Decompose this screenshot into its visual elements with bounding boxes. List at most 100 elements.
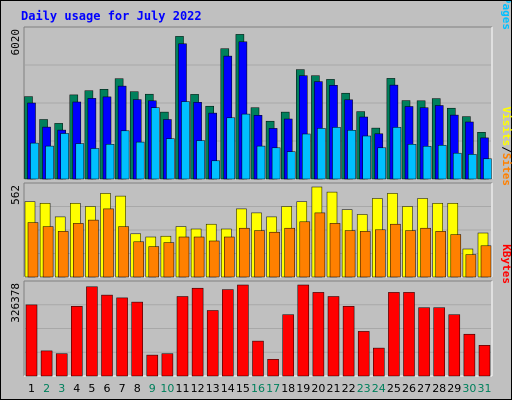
bar-kbytes-day-31 (478, 345, 491, 377)
bar-sites-day-2 (42, 226, 54, 278)
bar-kbytes-day-17 (267, 359, 279, 377)
bar-pages-day-28 (437, 145, 447, 180)
bar-sites-day-28 (435, 231, 446, 278)
x-tick-label-day-11: 11 (176, 382, 190, 395)
bar-sites-day-14 (224, 236, 235, 278)
x-tick-label-day-10: 10 (160, 382, 174, 395)
bar-pages-day-15 (241, 113, 251, 180)
y-max-label-visits-sites: 562 (9, 185, 22, 205)
bar-sites-day-12 (193, 236, 205, 278)
bar-sites-day-19 (299, 221, 311, 278)
bar-pages-day-11 (181, 101, 190, 180)
bar-pages-day-29 (453, 152, 462, 180)
bar-sites-day-24 (375, 229, 386, 278)
x-tick-label-day-26: 26 (402, 382, 416, 395)
x-tick-label-day-1: 1 (28, 382, 35, 395)
x-tick-label-day-30: 30 (462, 382, 476, 395)
x-tick-label-day-29: 29 (447, 382, 461, 395)
bar-kbytes-day-29 (448, 314, 461, 377)
bar-sites-day-4 (73, 223, 84, 278)
bar-pages-day-10 (166, 138, 175, 180)
bar-pages-day-7 (120, 130, 130, 180)
bar-kbytes-day-24 (373, 347, 385, 377)
x-tick-label-day-8: 8 (134, 382, 141, 395)
bar-kbytes-day-10 (161, 353, 174, 377)
bar-sites-day-30 (465, 254, 477, 278)
bar-sites-day-5 (88, 219, 99, 278)
bar-sites-day-21 (329, 223, 341, 278)
bar-sites-day-13 (208, 240, 220, 278)
bar-sites-day-20 (314, 212, 326, 278)
bar-pages-day-12 (196, 140, 205, 180)
bar-kbytes-day-30 (463, 333, 476, 377)
x-tick-label-day-2: 2 (43, 382, 50, 395)
bar-kbytes-day-16 (252, 340, 264, 377)
legend-entry: / (500, 146, 512, 153)
bar-pages-day-6 (105, 144, 115, 180)
bar-pages-day-27 (422, 146, 432, 180)
bar-kbytes-day-22 (342, 306, 355, 377)
bar-kbytes-day-14 (222, 289, 234, 377)
bar-pages-day-18 (286, 151, 296, 180)
bar-pages-day-16 (256, 145, 266, 180)
bar-sites-day-22 (344, 230, 356, 278)
bar-sites-day-27 (420, 227, 431, 278)
x-tick-label-day-19: 19 (296, 382, 310, 395)
bar-kbytes-day-1 (25, 304, 38, 377)
legend-hits-files-pages: Hits/Files/Pages (500, 1, 512, 30)
bar-pages-day-25 (392, 127, 402, 180)
x-tick-label-day-28: 28 (432, 382, 446, 395)
bar-sites-day-3 (57, 231, 69, 278)
x-tick-label-day-17: 17 (266, 382, 280, 395)
bar-sites-day-15 (239, 227, 250, 278)
bar-pages-day-26 (407, 144, 417, 180)
bar-sites-day-10 (163, 242, 175, 278)
plot-panels: 6020Hits/Files/Pages562Visits/Sites32637… (9, 1, 512, 395)
y-max-label-hits-files-pages: 6020 (9, 29, 22, 56)
legend-entry: Visits (500, 107, 512, 147)
bar-sites-day-9 (148, 246, 160, 278)
bar-sites-day-6 (103, 208, 114, 278)
bar-kbytes-day-5 (86, 286, 98, 377)
bar-kbytes-day-11 (176, 296, 189, 377)
bar-pages-day-17 (271, 147, 281, 180)
bar-pages-day-5 (90, 148, 100, 180)
bar-kbytes-day-4 (71, 306, 83, 377)
x-tick-label-day-13: 13 (206, 382, 220, 395)
bar-kbytes-day-6 (101, 294, 113, 377)
x-tick-label-day-25: 25 (387, 382, 401, 395)
bar-pages-day-24 (377, 147, 387, 180)
x-tick-label-day-4: 4 (73, 382, 80, 395)
bar-sites-day-1 (27, 222, 39, 278)
x-tick-label-day-31: 31 (478, 382, 492, 395)
legend-kbytes: KBytes (500, 244, 512, 284)
bar-pages-day-4 (75, 143, 85, 180)
bar-pages-day-20 (317, 128, 326, 180)
bar-kbytes-day-7 (116, 297, 128, 377)
bar-kbytes-day-20 (312, 292, 325, 377)
legend-entry: KBytes (500, 244, 512, 284)
bar-kbytes-day-9 (146, 354, 159, 377)
chart-title: Daily usage for July 2022 (21, 9, 202, 23)
bar-pages-day-1 (30, 142, 39, 180)
bar-kbytes-day-27 (418, 307, 430, 377)
bar-pages-day-31 (483, 158, 492, 180)
x-tick-label-day-5: 5 (88, 382, 95, 395)
bar-sites-day-8 (133, 241, 144, 278)
bar-sites-day-18 (284, 227, 295, 278)
x-tick-label-day-7: 7 (119, 382, 126, 395)
bar-kbytes-day-18 (282, 314, 294, 377)
bar-kbytes-day-15 (237, 284, 249, 377)
bar-pages-day-19 (302, 133, 311, 180)
bar-pages-day-2 (45, 145, 54, 180)
bar-sites-day-31 (480, 245, 492, 278)
bar-pages-day-30 (468, 154, 477, 180)
bar-sites-day-17 (269, 231, 280, 278)
bar-kbytes-day-26 (403, 292, 415, 377)
x-tick-label-day-23: 23 (357, 382, 371, 395)
legend-entry: Pages (500, 1, 512, 30)
bar-kbytes-day-28 (433, 307, 445, 377)
x-tick-label-day-20: 20 (311, 382, 325, 395)
bar-kbytes-day-13 (206, 310, 219, 377)
legend-visits-sites: Visits/Sites (500, 107, 512, 187)
